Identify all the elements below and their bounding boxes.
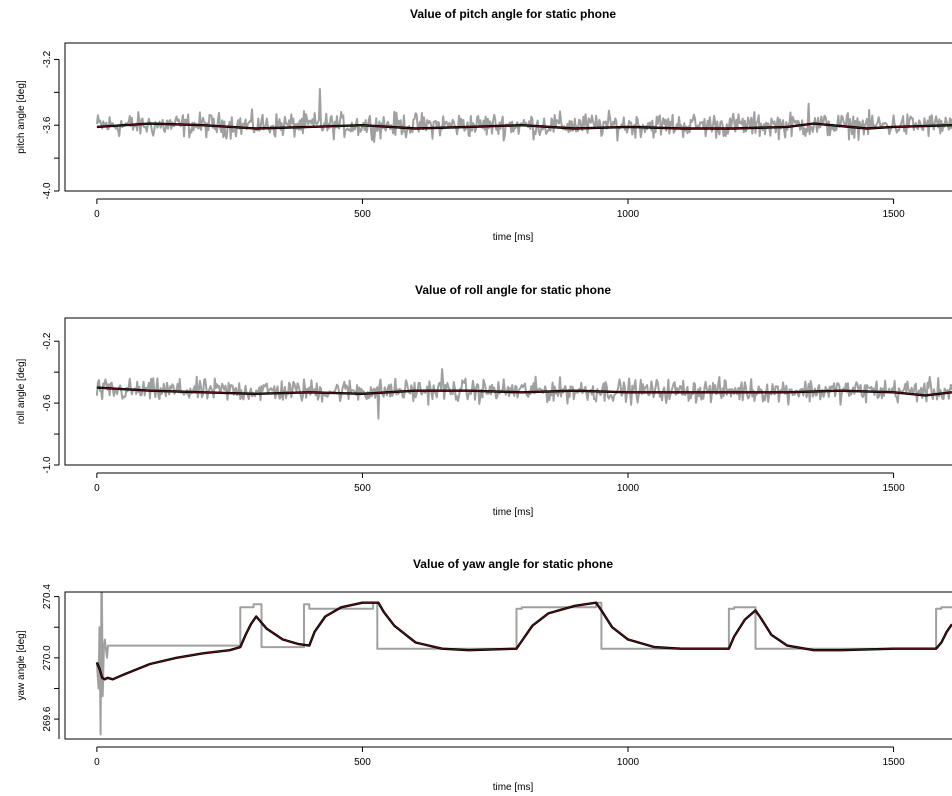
series-line-smoothed bbox=[95, 601, 952, 681]
x-tick-label: 1000 bbox=[617, 483, 640, 494]
x-tick-label: 0 bbox=[94, 483, 100, 494]
x-tick-label: 0 bbox=[94, 757, 100, 768]
plot-frame bbox=[64, 591, 952, 740]
plot-area bbox=[95, 368, 952, 420]
y-axis-label: yaw angle [deg] bbox=[16, 630, 27, 700]
y-tick-label: -0.6 bbox=[42, 394, 53, 412]
y-tick-label: -3.6 bbox=[42, 116, 53, 134]
series-line-raw bbox=[95, 88, 952, 143]
x-tick-label: 1500 bbox=[882, 483, 905, 494]
y-tick-label: -3.2 bbox=[42, 50, 53, 68]
x-tick-label: 500 bbox=[354, 757, 371, 768]
plot-frame bbox=[64, 317, 952, 466]
y-axis-label: roll angle [deg] bbox=[16, 358, 27, 424]
y-tick-label: 269.6 bbox=[42, 706, 53, 731]
chart-title: Value of roll angle for static phone bbox=[415, 283, 611, 297]
chart-panel-1: Value of roll angle for static phone time… bbox=[16, 283, 952, 518]
y-tick-label: 270.4 bbox=[42, 584, 53, 609]
plot-area bbox=[95, 88, 952, 143]
chart-panel-0: Value of pitch angle for static phone tim… bbox=[16, 7, 952, 243]
series-line-smoothed-highlight bbox=[96, 123, 952, 129]
plot-frame bbox=[64, 42, 952, 192]
x-tick-label: 1500 bbox=[882, 757, 905, 768]
x-tick-label: 500 bbox=[354, 483, 371, 494]
y-tick-label: 270.0 bbox=[42, 645, 53, 670]
series-line-raw bbox=[95, 592, 952, 736]
x-axis-label: time [ms] bbox=[493, 507, 534, 518]
y-axis-label: pitch angle [deg] bbox=[16, 80, 27, 154]
chart-panel-2: Value of yaw angle for static phone time … bbox=[16, 557, 952, 793]
y-tick-label: -1.0 bbox=[42, 456, 53, 474]
x-tick-label: 1000 bbox=[617, 209, 640, 220]
y-tick-label: -4.0 bbox=[42, 182, 53, 200]
chart-title: Value of yaw angle for static phone bbox=[413, 557, 613, 571]
series-line-smoothed-highlight bbox=[96, 387, 952, 396]
series-line-smoothed-highlight bbox=[96, 602, 952, 680]
series-line-raw bbox=[95, 368, 952, 420]
plot-area bbox=[95, 592, 952, 736]
x-tick-label: 500 bbox=[354, 209, 371, 220]
x-tick-label: 0 bbox=[94, 209, 100, 220]
x-axis-label: time [ms] bbox=[493, 232, 534, 243]
x-axis-label: time [ms] bbox=[493, 782, 534, 793]
y-tick-label: -0.2 bbox=[42, 332, 53, 350]
chart-title: Value of pitch angle for static phone bbox=[410, 7, 616, 21]
x-tick-label: 1500 bbox=[882, 209, 905, 220]
x-tick-label: 1000 bbox=[617, 757, 640, 768]
